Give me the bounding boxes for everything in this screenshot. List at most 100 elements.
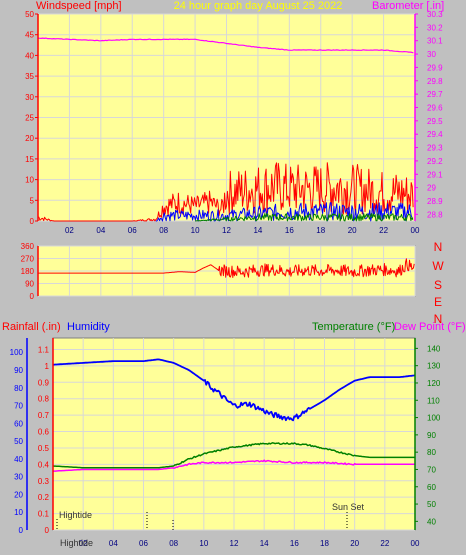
wind-x-tick-label: 06: [128, 226, 137, 235]
wind-x-tick-label: 22: [379, 226, 388, 235]
humidity-tick-label: 20: [14, 490, 23, 499]
lower-x-tick-label: 12: [230, 539, 239, 548]
windspeed-tick-label: 45: [25, 31, 34, 40]
barometer-tick-label: 29.3: [427, 144, 443, 153]
temperature-tick-label: 90: [427, 431, 436, 440]
sunset-label: Sun Set: [332, 502, 365, 512]
barometer-tick-label: 28.8: [427, 210, 443, 219]
wind-x-tick-label: 08: [159, 226, 168, 235]
barometer-tick-label: 29.6: [427, 103, 443, 112]
humidity-axes: 0 0.1 0.2 0.3 0.4 0.5 0.6 0.7 0.8 0.9 1 1.1 0 10 20 30 4…: [10, 338, 441, 548]
direction-tick-label: 90: [25, 280, 34, 289]
compass-label-west: W: [432, 259, 444, 273]
humidity-series-group: [52, 358, 416, 472]
lower-x-tick-label: 02: [79, 539, 88, 548]
humidity-tick-label: 30: [14, 473, 23, 482]
barometer-tick-label: 29.1: [427, 170, 443, 179]
wind-gust-series-line: [37, 162, 414, 222]
lower-x-tick-label: 14: [260, 539, 269, 548]
humidity-series-line: [52, 358, 416, 422]
humidity-tick-label: 70: [14, 402, 23, 411]
lower-x-tick-label: 00: [411, 539, 420, 548]
wind-x-tick-label: 12: [222, 226, 231, 235]
hightide-label-top: Hightide: [59, 510, 92, 520]
compass-label-south: S: [434, 278, 442, 292]
barometer-series-line: [37, 37, 414, 54]
temperature-tick-label: 130: [427, 362, 441, 371]
temperature-tick-label: 40: [427, 517, 436, 526]
temperature-tick-label: 50: [427, 500, 436, 509]
windspeed-tick-label: 25: [25, 114, 34, 123]
direction-tick-label: 180: [21, 267, 35, 276]
wind-x-tick-label: 02: [65, 226, 74, 235]
windspeed-tick-label: 50: [25, 10, 34, 19]
compass-label-north-top: N: [434, 240, 443, 254]
compass-label-north-bottom: N: [434, 312, 443, 326]
barometer-tick-label: 30.2: [427, 23, 443, 32]
wind-x-tick-label: 14: [253, 226, 262, 235]
direction-grid: [38, 245, 416, 297]
lower-x-tick-label: 16: [290, 539, 299, 548]
temperature-tick-label: 140: [427, 344, 441, 353]
wind-grid: [38, 13, 416, 222]
temperature-series-line: [52, 442, 415, 469]
rainfall-tick-label: 0.2: [38, 493, 50, 502]
temperature-tick-label: 60: [427, 483, 436, 492]
rainfall-tick-label: 0.7: [38, 411, 50, 420]
rainfall-tick-label: 0.1: [38, 510, 50, 519]
humidity-tick-label: 90: [14, 366, 23, 375]
wind-x-tick-label: 16: [285, 226, 294, 235]
direction-tick-label: 0: [30, 292, 35, 301]
humidity-tick-label: 40: [14, 455, 23, 464]
rainfall-tick-label: 0.6: [38, 428, 50, 437]
hightide-label-bottom: Hightide: [60, 538, 93, 548]
lower-x-tick-label: 10: [199, 539, 208, 548]
barometer-tick-label: 29.7: [427, 90, 443, 99]
dewpoint-series-line: [52, 459, 415, 472]
windspeed-tick-label: 35: [25, 72, 34, 81]
temperature-tick-label: 120: [427, 379, 441, 388]
rainfall-axis-title: Rainfall (.in): [2, 321, 61, 333]
windspeed-tick-label: 5: [30, 196, 35, 205]
rainfall-tick-label: 0.5: [38, 444, 50, 453]
barometer-tick-label: 29.9: [427, 63, 443, 72]
wind-x-tick-label: 20: [348, 226, 357, 235]
rainfall-tick-label: 0.3: [38, 477, 50, 486]
lower-x-tick-label: 08: [169, 539, 178, 548]
humidity-tick-label: 0: [19, 526, 24, 535]
barometer-tick-label: 30.1: [427, 37, 443, 46]
barometer-tick-label: 29.8: [427, 77, 443, 86]
humidity-tick-label: 80: [14, 384, 23, 393]
barometer-tick-label: 28.9: [427, 197, 443, 206]
rainfall-tick-label: 0: [45, 526, 50, 535]
temperature-tick-label: 70: [427, 465, 436, 474]
barometer-tick-label: 29: [427, 184, 436, 193]
lower-x-tick-label: 04: [109, 539, 118, 548]
barometer-tick-label: 29.5: [427, 117, 443, 126]
wind-low-series-line: [195, 213, 414, 222]
lower-x-tick-label: 20: [350, 539, 359, 548]
barometer-tick-label: 29.2: [427, 157, 443, 166]
humidity-grid: [53, 338, 416, 531]
wind-series-group: [37, 37, 414, 222]
wind-x-tick-label: 00: [411, 226, 420, 235]
rainfall-tick-label: 1.1: [38, 345, 50, 354]
temperature-tick-label: 110: [427, 396, 440, 405]
compass-label-east: E: [434, 295, 442, 309]
windspeed-tick-label: 0: [30, 217, 35, 226]
lower-x-tick-label: 06: [139, 539, 148, 548]
temperature-axis-title: Temperature (°F): [312, 321, 395, 333]
wind-x-tick-label: 18: [316, 226, 325, 235]
humidity-tick-label: 60: [14, 419, 23, 428]
rainfall-tick-label: 0.8: [38, 395, 50, 404]
windspeed-tick-label: 10: [25, 176, 34, 185]
humidity-axis-title: Humidity: [67, 321, 110, 333]
direction-axes: 0 90 180 270 360: [21, 242, 39, 301]
direction-tick-label: 270: [21, 255, 35, 264]
windspeed-tick-label: 30: [25, 93, 34, 102]
windspeed-tick-label: 20: [25, 134, 34, 143]
barometer-tick-label: 30.3: [427, 10, 443, 19]
barometer-axis-title: Barometer [.in]: [372, 0, 444, 12]
